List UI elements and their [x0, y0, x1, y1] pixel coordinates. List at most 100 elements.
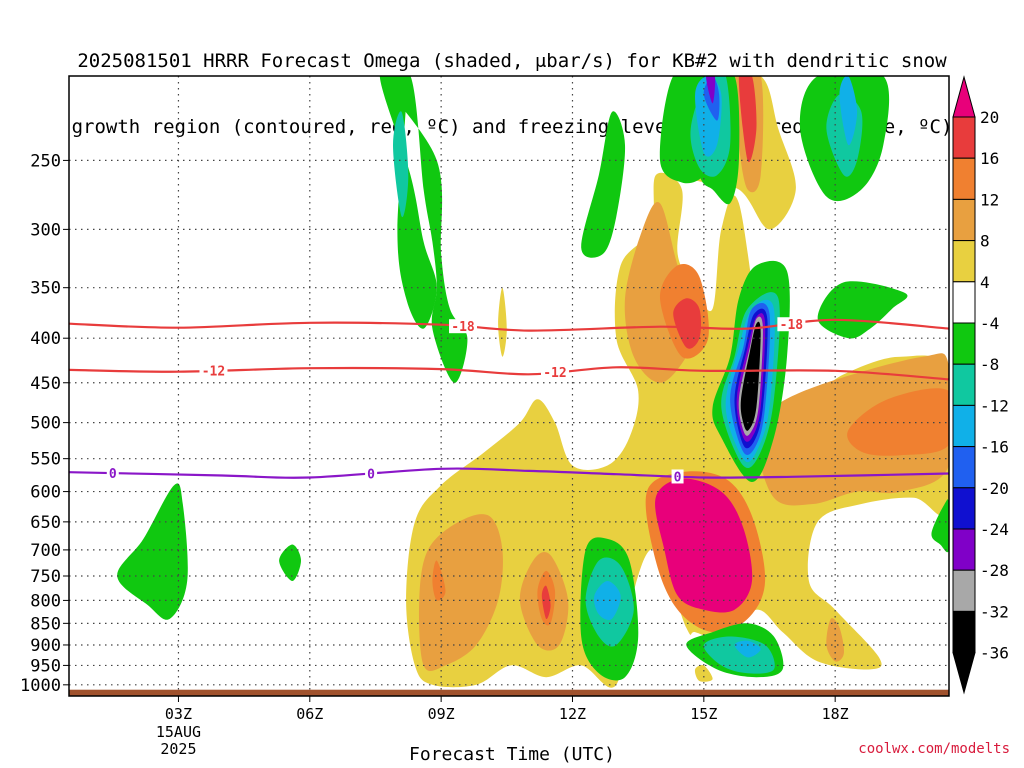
colorbar-label-2: 12 [980, 190, 999, 209]
omega-region-neg4-26 [117, 483, 188, 620]
contour-label-bg-0-1 [777, 317, 806, 332]
colorbar-segment-1 [952, 157, 976, 200]
ground-layer [69, 689, 949, 696]
colorbar-segment-3 [952, 240, 976, 283]
colorbar-segment-0 [952, 116, 976, 159]
y-tick-label-700: 700 [30, 541, 61, 561]
contour-label-bg-2-2 [671, 469, 684, 484]
contour-label-0-1: -18 [780, 318, 804, 333]
y-tick-label-500: 500 [30, 414, 61, 434]
contour-label-1-1: -12 [543, 366, 566, 381]
contour-label-bg-1-0 [199, 363, 228, 378]
colorbar-label-12: -32 [980, 602, 1009, 621]
omega-region-8-8 [826, 618, 845, 662]
chart-title: 2025081501 HRRR Forecast Omega (shaded, … [0, 6, 1024, 160]
colorbar-label-8: -16 [980, 438, 1009, 457]
omega-region-neg4-21 [581, 111, 626, 258]
x-tick-label-12Z: 12Z [559, 705, 586, 723]
colorbar-segment-11 [952, 569, 976, 612]
y-tick-label-350: 350 [30, 279, 61, 299]
colorbar-label-5: -4 [980, 314, 999, 333]
colorbar-label-4: 4 [980, 273, 990, 292]
y-tick-label-600: 600 [30, 483, 61, 503]
colorbar-segment-10 [952, 528, 976, 571]
colorbar-label-13: -36 [980, 644, 1009, 663]
colorbar-label-0: 20 [980, 108, 999, 127]
y-tick-label-550: 550 [30, 450, 61, 470]
omega-region-4-3 [498, 287, 507, 357]
contour-label-2-0: 0 [109, 467, 117, 482]
omega-region-neg4-25 [931, 499, 949, 553]
contour-line-0 [69, 318, 949, 332]
y-tick-label-400: 400 [30, 329, 61, 349]
x-tick-label-18Z: 18Z [822, 705, 849, 723]
omega-region-neg4-19 [379, 76, 468, 383]
colorbar-segment-5 [952, 322, 976, 365]
omega-shading-layer [117, 76, 949, 688]
omega-region-neg28-47 [705, 76, 716, 104]
y-tick-label-900: 900 [30, 636, 61, 656]
colorbar-segment-7 [952, 404, 976, 448]
omega-region-neg4-24 [817, 281, 908, 339]
contour-label-1-0: -12 [202, 365, 225, 380]
x-date-label-0: 15AUG [156, 723, 201, 741]
omega-region-16-15 [673, 298, 702, 349]
colorbar-segment-2 [952, 198, 976, 242]
y-axis: 2503003504004505005506006507007508008509… [20, 151, 69, 696]
omega-region-20-18 [655, 478, 753, 613]
colorbar-arrow-bottom [952, 652, 976, 695]
colorbar-segment-4 [952, 281, 976, 324]
colorbar-label-1: 16 [980, 149, 999, 168]
omega-region-neg12-32 [393, 111, 409, 218]
colorbar-arrow-top [952, 75, 976, 118]
colorbar-label-7: -12 [980, 396, 1009, 415]
contour-line-2 [69, 467, 949, 479]
contour-label-bg-1-1 [540, 365, 569, 380]
omega-region-neg16-38 [593, 581, 621, 621]
plot-frame [68, 75, 950, 697]
credit-text: coolwx.com/modelts [858, 741, 1010, 757]
colorbar: 20 16 12 8 4 -4 -8 -12 -16 -20 -24 -28 -32 -36 [952, 75, 1009, 695]
y-tick-label-750: 750 [30, 567, 61, 587]
x-tick-label-15Z: 15Z [690, 705, 717, 723]
colorbar-segment-6 [952, 363, 976, 406]
y-tick-label-850: 850 [30, 614, 61, 634]
omega-region-16-17 [738, 76, 757, 163]
omega-region-4-2 [694, 664, 713, 682]
contour-label-bg-2-0 [106, 466, 119, 481]
y-tick-label-450: 450 [30, 374, 61, 394]
omega-region-neg36-49 [740, 321, 761, 431]
omega-region-neg4-20 [379, 76, 437, 329]
omega-region-12-12 [432, 560, 446, 601]
y-tick-label-250: 250 [30, 151, 61, 171]
contour-layer: -18 -18 -12 -12 0 0 0 [69, 317, 949, 485]
colorbar-label-10: -24 [980, 520, 1009, 539]
y-tick-label-800: 800 [30, 591, 61, 611]
y-tick-label-300: 300 [30, 220, 61, 240]
contour-label-bg-2-1 [365, 466, 378, 481]
colorbar-label-6: -8 [980, 355, 999, 374]
colorbar-label-3: 8 [980, 232, 990, 251]
colorbar-segment-12 [952, 610, 976, 654]
omega-region-8-4 [418, 514, 503, 672]
y-tick-label-950: 950 [30, 656, 61, 676]
colorbar-label-11: -28 [980, 561, 1009, 580]
contour-label-2-2: 0 [674, 470, 682, 485]
x-date-label-1: 2025 [160, 740, 196, 758]
x-tick-label-06Z: 06Z [296, 705, 323, 723]
grid-layer [69, 76, 949, 696]
colorbar-segment-9 [952, 487, 976, 530]
x-tick-label-09Z: 09Z [428, 705, 455, 723]
x-axis-label: Forecast Time (UTC) [409, 744, 615, 765]
colorbar-label-9: -20 [980, 479, 1009, 498]
contour-label-0-0: -18 [451, 320, 475, 335]
omega-region-neg16-39 [839, 76, 858, 146]
omega-region-neg4-27 [279, 544, 301, 581]
colorbar-segment-8 [952, 446, 976, 489]
y-tick-label-1000: 1000 [20, 676, 61, 696]
x-tick-label-03Z: 03Z [165, 705, 192, 723]
chart-title-line-1: 2025081501 HRRR Forecast Omega (shaded, … [77, 50, 947, 72]
omega-region-16-16 [541, 585, 551, 620]
